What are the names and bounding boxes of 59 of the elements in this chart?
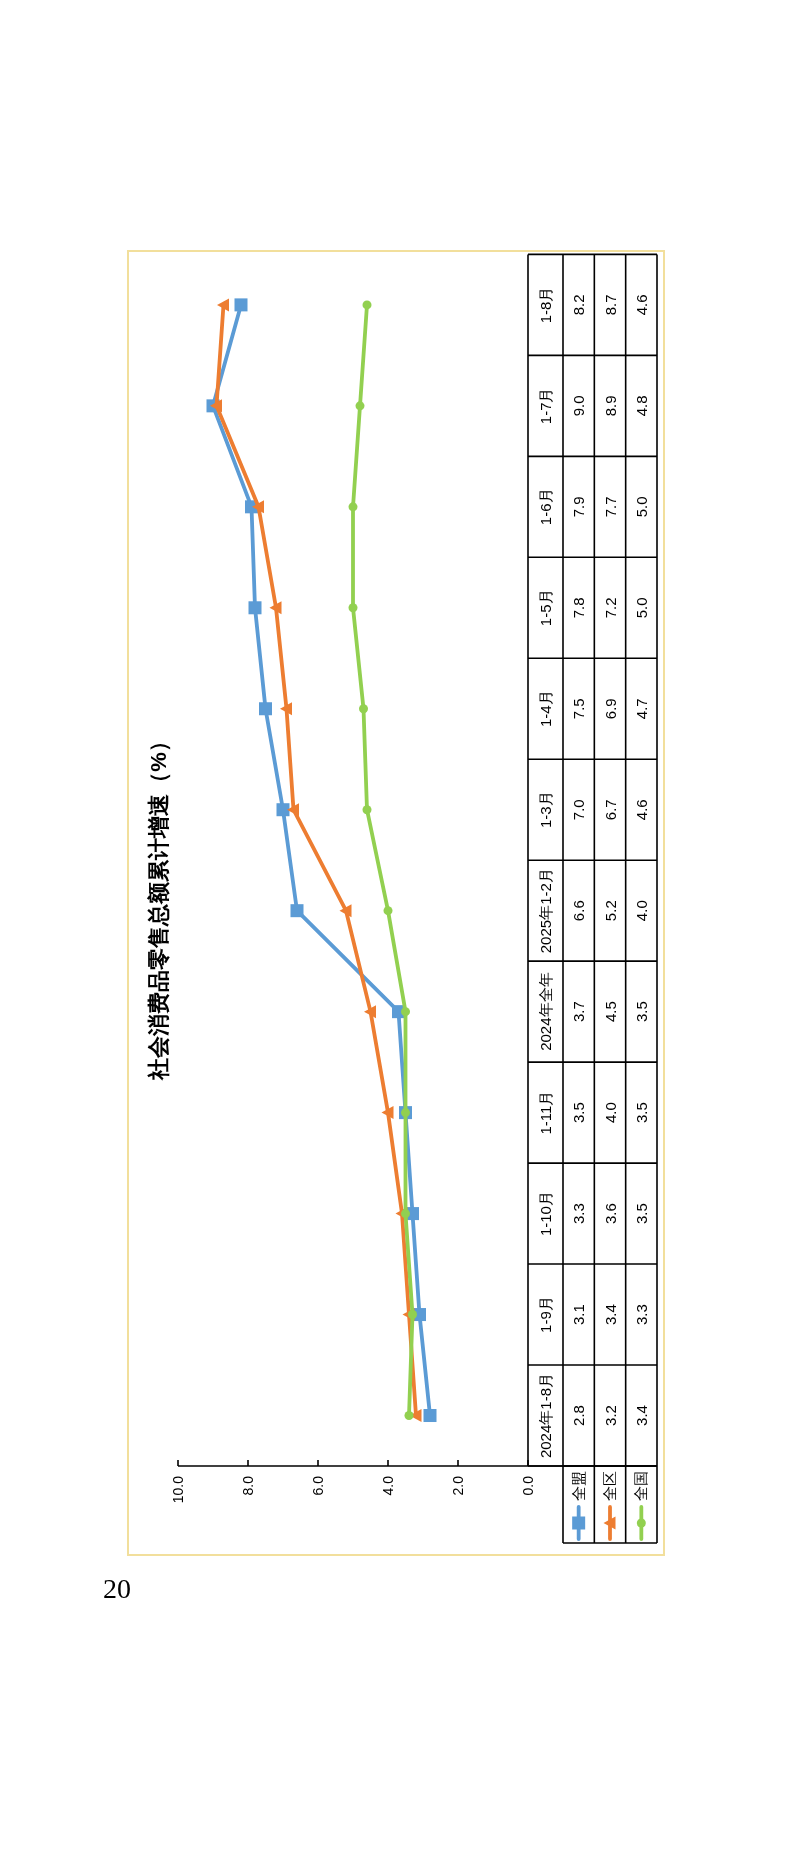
category-label: 1-4月	[537, 690, 554, 728]
value-label: 4.8	[632, 395, 650, 417]
value-label: 3.7	[570, 1001, 588, 1023]
value-label: 9.0	[570, 395, 588, 417]
value-label: 7.0	[570, 799, 588, 821]
value-label: 8.7	[601, 294, 619, 316]
legend-label: 全盟	[570, 1471, 587, 1501]
value-label: 6.9	[601, 698, 619, 720]
value-label: 3.5	[632, 1203, 650, 1224]
tick-label: 8.0	[240, 1476, 256, 1496]
value-label: 7.5	[570, 698, 588, 720]
value-label: 8.2	[570, 294, 588, 316]
value-label: 3.5	[632, 1001, 650, 1023]
tick-label: 4.0	[380, 1476, 396, 1496]
value-label: 3.2	[601, 1405, 619, 1426]
value-label: 6.6	[570, 900, 588, 922]
annotation: 20	[103, 1573, 131, 1604]
value-label: 3.4	[632, 1405, 650, 1426]
tick-label: 6.0	[310, 1476, 326, 1496]
legend-label: 全区	[602, 1471, 618, 1501]
value-label: 4.6	[632, 294, 650, 316]
category-label: 1-10月	[537, 1191, 554, 1237]
value-label: 5.2	[601, 900, 619, 922]
value-label: 3.4	[601, 1304, 619, 1325]
value-label: 3.1	[570, 1304, 588, 1325]
legend-label: 全国	[633, 1471, 650, 1501]
category-label: 1-9月	[537, 1296, 554, 1333]
tick-label: 2.0	[450, 1476, 466, 1496]
value-label: 4.0	[601, 1102, 619, 1124]
value-label: 3.6	[601, 1203, 619, 1224]
category-label: 2024年全年	[537, 972, 554, 1051]
category-label: 2025年1-2月	[537, 868, 554, 954]
value-label: 4.6	[632, 799, 650, 821]
category-label: 1-3月	[537, 791, 554, 829]
title: 社会消费品零售总额累计增速（%）	[145, 730, 171, 1080]
value-label: 4.7	[632, 698, 650, 720]
category-label: 2024年1-8月	[537, 1373, 554, 1459]
value-label: 5.0	[632, 597, 650, 619]
value-label: 3.5	[632, 1102, 650, 1124]
value-label: 2.8	[570, 1405, 588, 1426]
category-label: 1-11月	[537, 1090, 554, 1135]
tick-label: 10.0	[170, 1476, 186, 1504]
value-label: 3.5	[570, 1102, 588, 1124]
value-label: 7.9	[570, 496, 588, 518]
tick-label: 0.0	[520, 1476, 536, 1496]
value-label: 5.0	[632, 496, 650, 518]
category-label: 1-6月	[537, 488, 554, 526]
value-label: 3.3	[570, 1203, 588, 1224]
category-label: 1-8月	[537, 286, 554, 324]
value-label: 3.3	[632, 1304, 650, 1325]
value-label: 4.5	[601, 1001, 619, 1023]
value-label: 6.7	[601, 799, 619, 821]
value-label: 7.2	[601, 597, 619, 619]
value-label: 7.7	[601, 496, 619, 518]
value-label: 4.0	[632, 900, 650, 922]
category-label: 1-5月	[537, 589, 554, 627]
category-label: 1-7月	[537, 387, 554, 425]
value-label: 8.9	[601, 395, 619, 417]
value-label: 7.8	[570, 597, 588, 619]
